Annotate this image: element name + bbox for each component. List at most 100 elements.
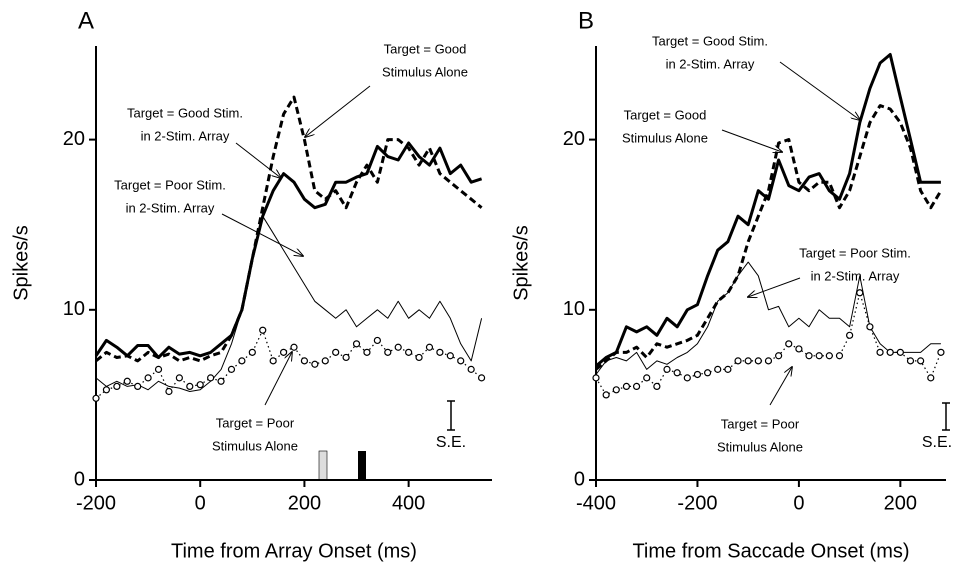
annotation-arrow xyxy=(235,142,281,178)
x-tick-label: 0 xyxy=(793,492,804,514)
data-point xyxy=(321,357,329,365)
stimulus-bar xyxy=(318,450,328,481)
annotation-arrow xyxy=(748,277,801,297)
data-point xyxy=(248,348,256,356)
annotation: Stimulus Alone xyxy=(622,130,708,145)
data-point xyxy=(744,357,752,365)
data-point xyxy=(653,382,661,390)
panel-label: B xyxy=(578,7,594,34)
data-point xyxy=(332,348,340,356)
annotation: Target = Good Stim. xyxy=(127,105,243,120)
x-tick-label: -200 xyxy=(76,492,116,514)
annotation: Target = Poor xyxy=(216,415,295,430)
y-tick-label: 20 xyxy=(63,128,85,150)
annotation: in 2-Stim. Array xyxy=(666,56,755,71)
y-tick-label: 10 xyxy=(63,298,85,320)
data-point xyxy=(425,343,434,351)
data-point xyxy=(693,370,702,379)
data-point xyxy=(886,348,894,356)
data-point xyxy=(917,357,925,365)
data-point xyxy=(363,348,371,356)
data-point xyxy=(592,374,600,382)
data-point xyxy=(795,345,803,353)
x-tick-label: 200 xyxy=(288,492,321,514)
data-point xyxy=(227,365,236,373)
annotation-arrow xyxy=(721,129,782,152)
data-point xyxy=(405,348,413,356)
x-axis-label: Time from Saccade Onset (ms) xyxy=(632,540,909,562)
y-tick-label: 10 xyxy=(563,298,585,320)
annotation: Target = Poor xyxy=(721,416,800,431)
data-point xyxy=(238,357,246,365)
data-point xyxy=(643,374,651,382)
data-point xyxy=(835,352,844,360)
data-point xyxy=(311,360,319,368)
series-line xyxy=(95,215,483,392)
data-point xyxy=(754,357,762,365)
y-tick-label: 0 xyxy=(574,468,585,490)
y-axis-label: Spikes/s xyxy=(510,225,532,301)
annotation-arrow xyxy=(769,367,792,406)
data-point xyxy=(300,357,309,365)
data-point xyxy=(123,377,131,385)
series-line xyxy=(595,104,943,371)
data-point xyxy=(724,365,732,373)
data-point xyxy=(467,365,475,373)
data-point xyxy=(876,348,884,356)
annotation: Target = Poor Stim. xyxy=(799,245,911,260)
data-point xyxy=(196,381,204,389)
series-line xyxy=(595,53,941,368)
annotation-arrow xyxy=(779,61,860,120)
data-point xyxy=(373,336,381,345)
annotation: Target = Poor Stim. xyxy=(114,177,226,192)
data-point xyxy=(764,357,773,365)
annotation: Target = Good xyxy=(384,41,467,56)
annotation: S.E. xyxy=(436,434,466,451)
annotation: in 2-Stim. Array xyxy=(141,128,230,143)
data-point xyxy=(290,343,298,351)
data-point xyxy=(785,340,793,348)
data-point xyxy=(175,374,183,382)
panel-label: A xyxy=(78,7,94,34)
data-point xyxy=(673,369,681,377)
data-point xyxy=(906,357,915,365)
annotation-arrow xyxy=(221,213,303,256)
annotation: in 2-Stim. Array xyxy=(811,268,900,283)
stimulus-bar xyxy=(358,451,366,480)
data-point xyxy=(217,377,225,385)
y-tick-label: 20 xyxy=(563,128,585,150)
data-point xyxy=(477,374,486,382)
annotation: Stimulus Alone xyxy=(382,64,468,79)
data-point xyxy=(714,365,722,373)
data-point xyxy=(352,340,361,348)
data-point xyxy=(279,348,288,356)
data-point xyxy=(394,343,402,351)
data-point xyxy=(259,326,267,334)
data-point xyxy=(805,352,813,360)
x-tick-label: 200 xyxy=(884,492,917,514)
data-point xyxy=(825,352,833,360)
data-point xyxy=(154,365,163,373)
data-point xyxy=(436,348,444,356)
data-point xyxy=(384,348,392,356)
data-point xyxy=(815,352,823,360)
annotation-arrow xyxy=(305,85,371,137)
annotation: Target = Good Stim. xyxy=(652,33,768,48)
data-point xyxy=(602,391,610,399)
data-point xyxy=(734,357,742,365)
annotation: Target = Good xyxy=(624,107,707,122)
x-axis-label: Time from Array Onset (ms) xyxy=(171,540,417,562)
x-tick-label: -400 xyxy=(576,492,616,514)
data-point xyxy=(866,323,874,331)
annotation: Stimulus Alone xyxy=(212,438,298,453)
y-tick-label: 0 xyxy=(74,468,85,490)
data-point xyxy=(457,357,465,365)
data-point xyxy=(775,352,783,360)
data-point xyxy=(446,352,454,360)
data-point xyxy=(165,387,173,396)
data-point xyxy=(612,386,620,394)
x-tick-label: 0 xyxy=(195,492,206,514)
data-point xyxy=(144,374,152,382)
data-point xyxy=(92,394,100,402)
